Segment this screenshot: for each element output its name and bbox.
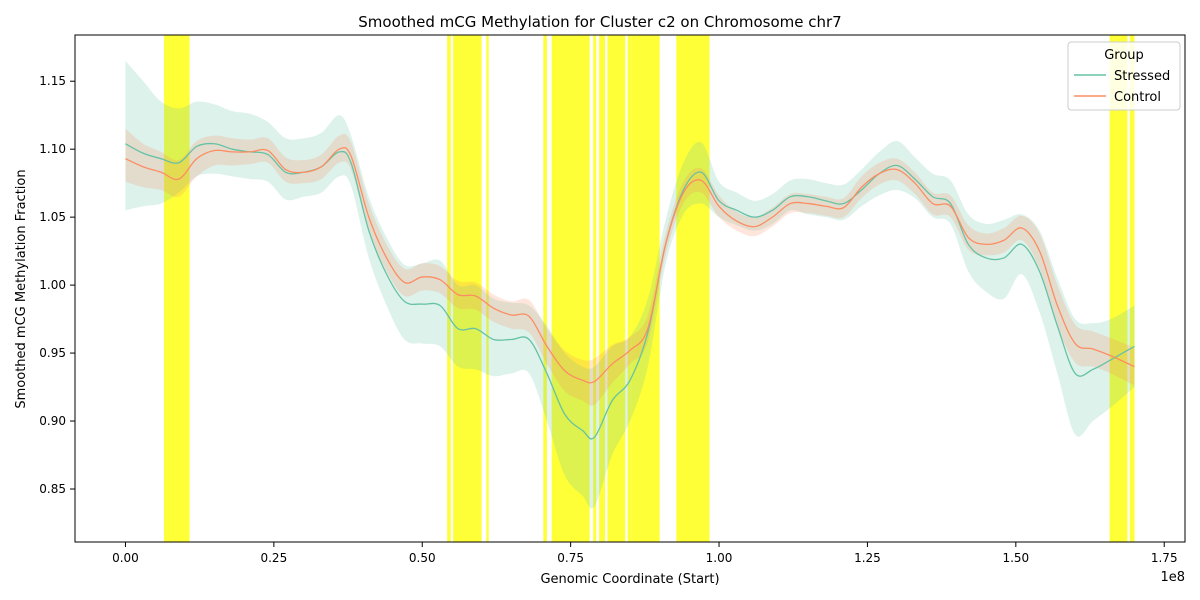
y-axis-ticks: 0.85 0.90 0.95 1.00 1.05 1.10 1.15 bbox=[39, 74, 75, 496]
highlight-regions bbox=[164, 35, 1135, 542]
legend-label-stressed: Stressed bbox=[1114, 69, 1170, 84]
highlight-region bbox=[607, 35, 626, 542]
highlight-region bbox=[164, 35, 190, 542]
x-tick-label: 1.75 bbox=[1151, 551, 1178, 565]
y-tick-label: 1.15 bbox=[39, 74, 66, 88]
highlight-region bbox=[627, 35, 632, 542]
series-line-control bbox=[125, 146, 1135, 384]
highlight-region bbox=[453, 35, 482, 542]
y-axis-label: Smoothed mCG Methylation Fraction bbox=[14, 169, 29, 408]
y-tick-label: 0.90 bbox=[39, 414, 66, 428]
highlight-region bbox=[599, 35, 606, 542]
x-tick-label: 0.50 bbox=[409, 551, 436, 565]
y-tick-label: 1.05 bbox=[39, 210, 66, 224]
highlight-region bbox=[1109, 35, 1128, 542]
x-axis-scale-label: 1e8 bbox=[1160, 570, 1185, 585]
legend-box bbox=[1067, 41, 1181, 111]
y-tick-label: 1.00 bbox=[39, 278, 66, 292]
y-tick-label: 1.10 bbox=[39, 142, 66, 156]
highlight-region bbox=[447, 35, 451, 542]
chart-title: Smoothed mCG Methylation for Cluster c2 … bbox=[358, 13, 841, 31]
legend-label-control: Control bbox=[1114, 90, 1161, 105]
y-tick-label: 0.95 bbox=[39, 346, 66, 360]
y-tick-label: 0.85 bbox=[39, 482, 66, 496]
x-tick-label: 0.25 bbox=[260, 551, 287, 565]
plot-frame bbox=[74, 34, 1186, 543]
legend: Group Stressed Control bbox=[1067, 41, 1181, 111]
highlight-region bbox=[1129, 35, 1135, 542]
highlight-region bbox=[486, 35, 489, 542]
series-lines bbox=[125, 142, 1135, 440]
x-tick-label: 0.00 bbox=[112, 551, 139, 565]
highlight-region bbox=[631, 35, 660, 542]
highlight-region bbox=[593, 35, 597, 542]
x-axis-label: Genomic Coordinate (Start) bbox=[540, 572, 719, 587]
highlight-region bbox=[551, 35, 590, 542]
x-tick-label: 1.50 bbox=[1002, 551, 1029, 565]
x-tick-label: 1.00 bbox=[706, 551, 733, 565]
highlight-region bbox=[543, 35, 547, 542]
legend-title: Group bbox=[1104, 48, 1144, 63]
x-tick-label: 1.25 bbox=[854, 551, 881, 565]
highlight-region bbox=[676, 35, 710, 542]
x-axis-ticks: 0.00 0.25 0.50 0.75 1.00 1.25 1.50 1.75 bbox=[112, 542, 1178, 565]
x-tick-label: 0.75 bbox=[557, 551, 584, 565]
